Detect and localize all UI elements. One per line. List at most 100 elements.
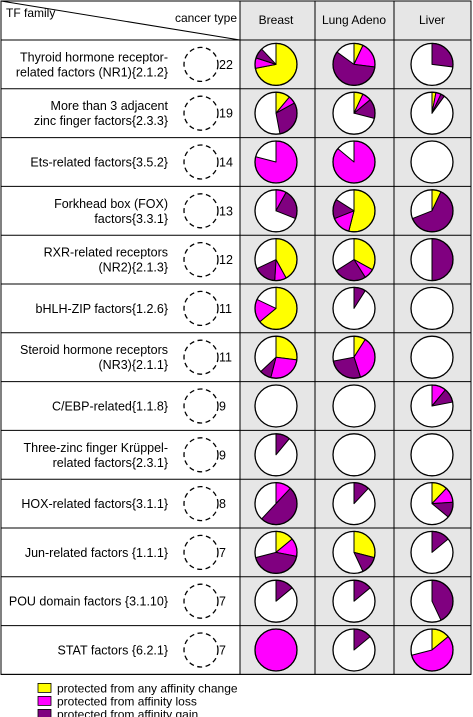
table-row: POU domain factors {3.1.10} 7: [9, 579, 454, 623]
pie-liver: [410, 579, 454, 623]
pie-background: [333, 433, 375, 476]
reference-circle: [183, 144, 219, 180]
pie-lung: [332, 286, 376, 331]
reference-circle: [183, 241, 219, 278]
tf-family-label: factors{3.3.1}: [94, 212, 168, 226]
pie-outline: [410, 189, 454, 233]
table-row: C/EBP-related{1.1.8} 9: [52, 384, 454, 428]
family-count: 19: [219, 107, 233, 121]
pie-outline: [410, 530, 454, 575]
pie-outline: [410, 286, 454, 331]
pie-breast: [254, 628, 298, 672]
pie-lung: [332, 384, 376, 428]
family-count: 11: [219, 302, 232, 316]
pie-outline: [410, 433, 454, 477]
column-header-lung: Lung Adeno: [322, 13, 386, 27]
family-count: 8: [219, 497, 226, 511]
pie-liver: [410, 189, 454, 233]
column-header-breast: Breast: [259, 13, 294, 27]
pie-breast: [254, 91, 298, 135]
pie-outline: [332, 384, 376, 428]
pie-outline: [332, 237, 376, 282]
family-count: 14: [219, 156, 233, 170]
table-row: STAT factors {6.2.1} 7: [58, 628, 454, 672]
tf-family-label: RXR-related receptors: [44, 246, 168, 260]
legend-label: protected from any affinity change: [57, 681, 238, 695]
pie-breast: [254, 579, 298, 623]
pie-outline: [332, 42, 376, 87]
family-count: 7: [219, 595, 226, 609]
pie-lung: [332, 237, 376, 282]
table-row: Three-zinc finger Krüppel-related factor…: [23, 433, 454, 477]
pie-outline: [254, 433, 298, 477]
tf-family-label: STAT factors {6.2.1}: [58, 644, 168, 658]
pie-outline: [254, 384, 298, 428]
legend-item: protected from any affinity change: [37, 681, 238, 695]
table-rows: Thyroid hormone receptor-related factors…: [9, 42, 454, 672]
pie-lung: [332, 579, 376, 623]
table-row: Thyroid hormone receptor-related factors…: [16, 42, 454, 87]
pie-outline: [254, 42, 298, 87]
family-count: 12: [219, 253, 233, 267]
pie-breast: [254, 286, 298, 331]
pie-liver: [410, 481, 454, 526]
pie-lung: [332, 42, 376, 87]
reference-circle: [183, 485, 219, 522]
pie-outline: [254, 237, 298, 282]
family-count: 7: [219, 546, 226, 560]
reference-circle: [183, 388, 219, 424]
pie-outline: [332, 189, 376, 233]
family-count: 13: [219, 204, 233, 218]
pie-outline: [332, 433, 376, 477]
tf-family-label: More than 3 adjacent: [51, 99, 169, 113]
table-row: RXR-related receptors(NR2){2.1.3} 12: [44, 237, 454, 282]
reference-circle: [183, 437, 219, 473]
table-header: TF family cancer type Breast Lung Adeno …: [6, 6, 445, 27]
tf-family-label: POU domain factors {3.1.10}: [9, 595, 168, 609]
pie-outline: [410, 384, 454, 428]
pie-breast: [254, 384, 298, 428]
pie-outline: [332, 481, 376, 526]
pie-outline: [332, 335, 376, 379]
pie-outline: [254, 579, 298, 623]
family-count: 11: [219, 351, 232, 365]
tf-family-label: (NR2){2.1.3}: [99, 261, 168, 275]
pie-liver: [410, 335, 454, 379]
pie-outline: [254, 628, 298, 672]
reference-circle: [183, 95, 219, 131]
pie-outline: [332, 530, 376, 575]
pie-breast: [254, 433, 298, 477]
family-count: 7: [219, 644, 226, 658]
family-count: 9: [219, 448, 226, 462]
tf-family-label: zinc finger factors{2.3.3}: [34, 114, 168, 128]
pie-outline: [332, 140, 376, 184]
legend-swatch: [37, 683, 52, 693]
pie-background: [411, 287, 453, 330]
table-grid: [0, 0, 472, 675]
pie-breast: [254, 42, 298, 87]
pie-liver: [410, 628, 454, 672]
pie-lung: [332, 433, 376, 477]
table-row: HOX-related factors{3.1.1} 8: [21, 481, 454, 526]
pie-lung: [332, 628, 376, 672]
legend-label: protected from affinity loss: [57, 694, 197, 708]
pie-background: [411, 141, 453, 183]
pie-outline: [410, 140, 454, 184]
legend: protected from any affinity changeprotec…: [37, 681, 238, 717]
pie-outline: [332, 91, 376, 135]
reference-circle: [183, 583, 219, 619]
tf-family-header: TF family: [6, 6, 55, 20]
pie-liver: [410, 433, 454, 477]
pie-outline: [254, 530, 298, 575]
tf-family-label: Three-zinc finger Krüppel-: [23, 441, 168, 455]
tf-family-label: Forkhead box (FOX): [54, 197, 168, 211]
pie-outline: [332, 628, 376, 672]
reference-circle: [183, 534, 219, 571]
tf-family-label: Steroid hormone receptors: [20, 343, 168, 357]
pie-outline: [410, 42, 454, 87]
table-row: Forkhead box (FOX)factors{3.3.1} 13: [54, 189, 454, 233]
legend-item: protected from affinity loss: [37, 694, 197, 708]
pie-background: [411, 433, 453, 476]
tf-family-label: (NR3){2.1.1}: [99, 358, 168, 372]
